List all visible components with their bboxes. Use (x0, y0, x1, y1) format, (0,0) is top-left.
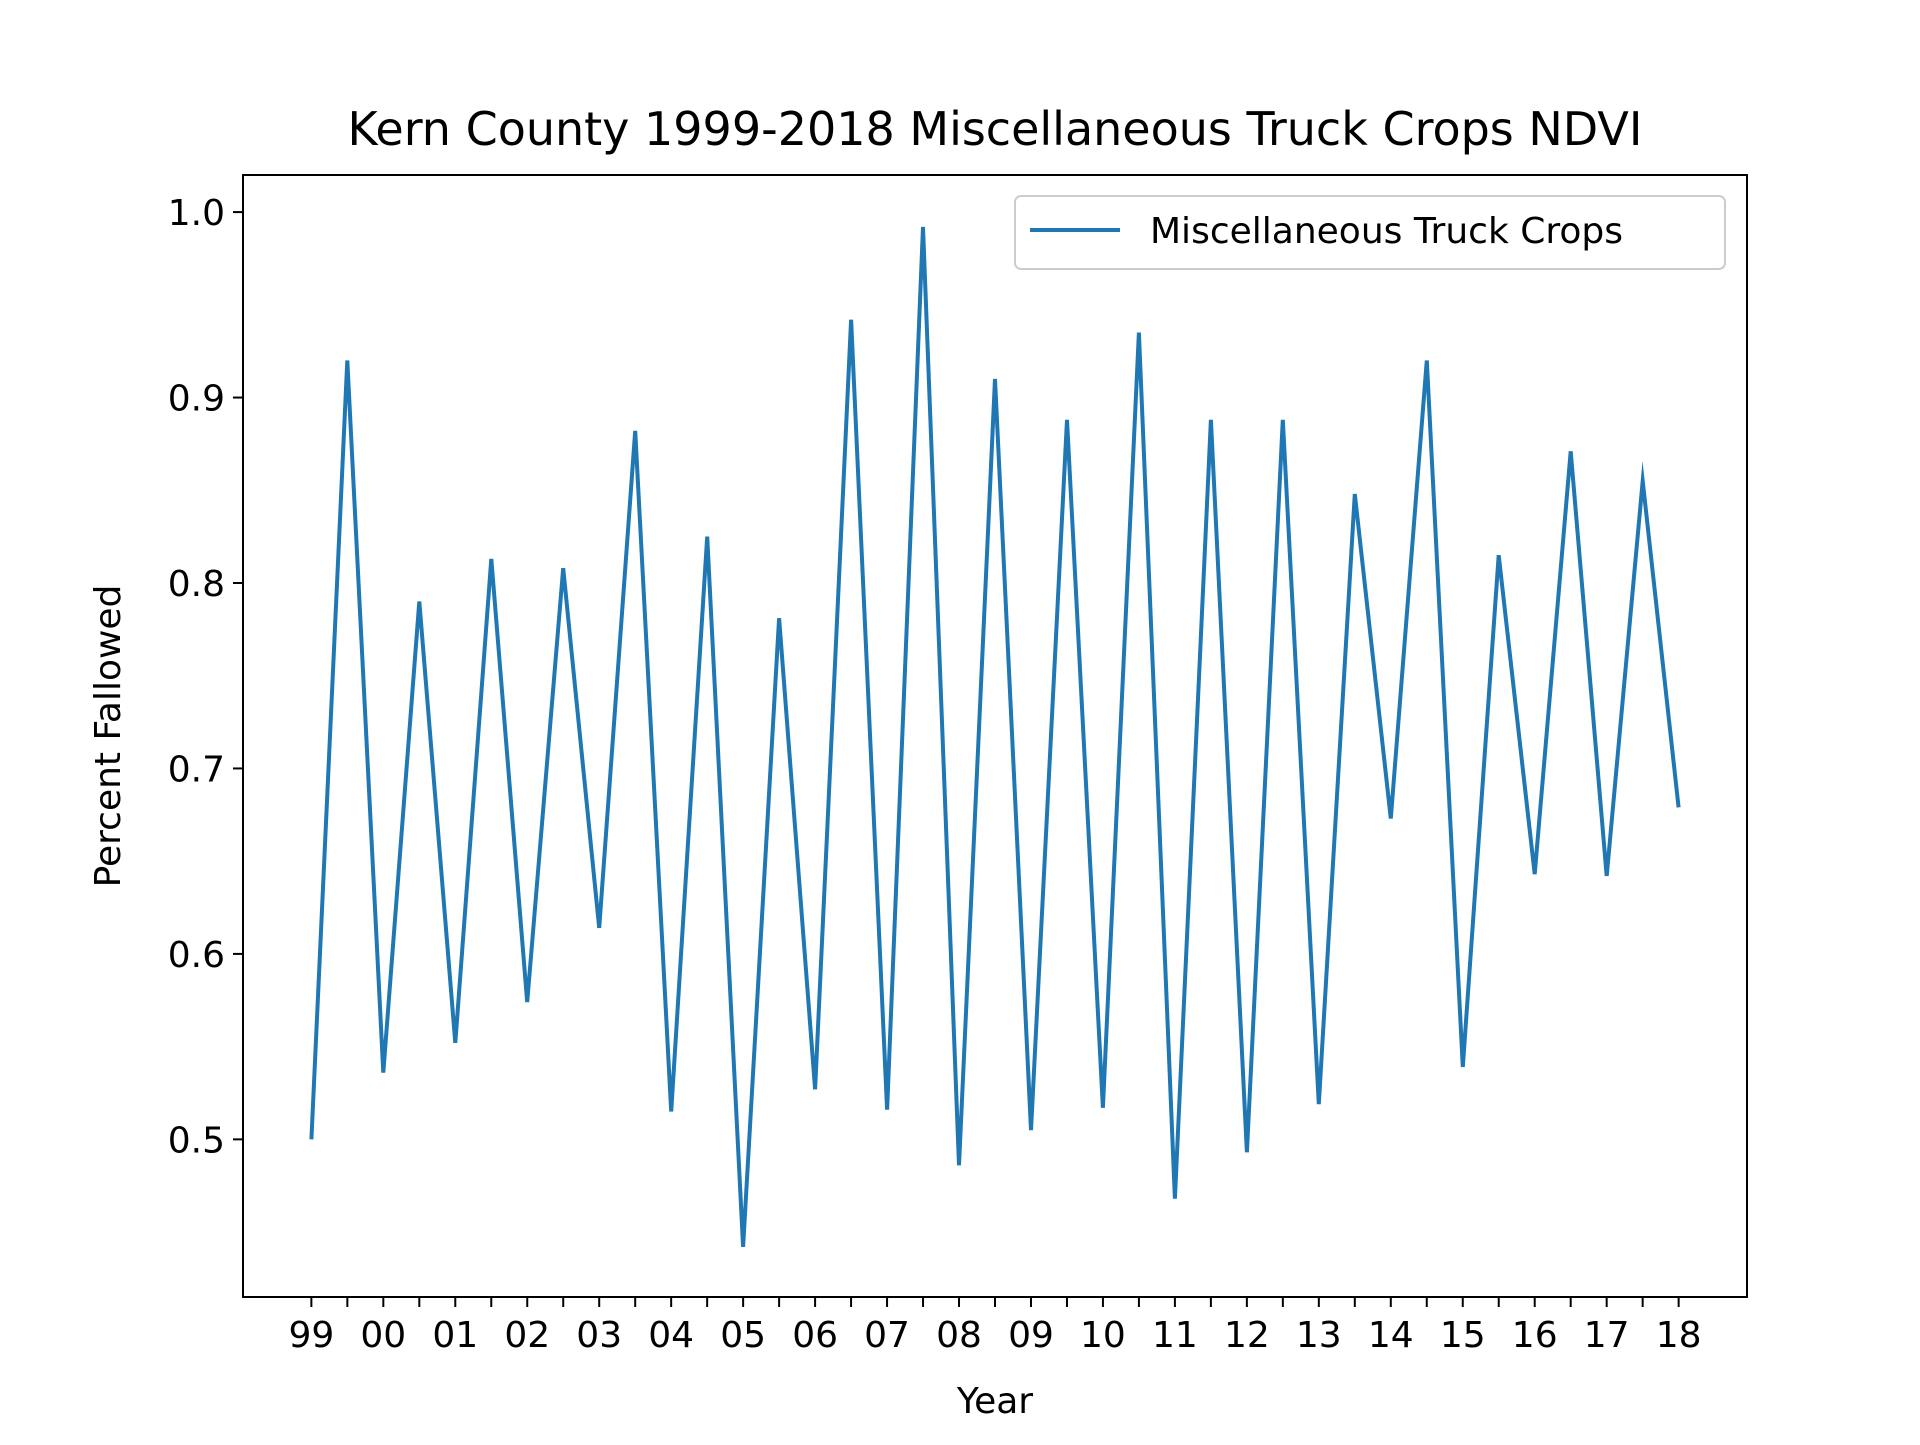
x-tick-label: 12 (1224, 1315, 1270, 1356)
x-tick-label: 18 (1656, 1315, 1702, 1356)
x-tick-label: 02 (504, 1315, 550, 1356)
x-tick-label: 07 (864, 1315, 910, 1356)
x-tick-label: 03 (576, 1315, 622, 1356)
legend: Miscellaneous Truck Crops (1014, 195, 1726, 270)
y-axis-label: Percent Fallowed (88, 585, 129, 888)
x-tick-label: 00 (360, 1315, 406, 1356)
x-tick-label: 08 (936, 1315, 982, 1356)
series-layer (309, 226, 1681, 1248)
x-axis-label: Year (956, 1381, 1033, 1422)
x-tick-label: 13 (1296, 1315, 1342, 1356)
legend-label-miscellaneous-truck-crops: Miscellaneous Truck Crops (1150, 211, 1623, 252)
series-line-miscellaneous-truck-crops (309, 226, 1681, 1248)
x-tick-label: 10 (1080, 1315, 1126, 1356)
legend-box (1014, 195, 1726, 270)
x-tick-label: 16 (1512, 1315, 1558, 1356)
x-tick-label: 09 (1008, 1315, 1054, 1356)
x-tick-label: 05 (720, 1315, 766, 1356)
x-axis-ticks: 99 00 01 02 03 04 05 06 07 08 09 10 11 12 13 14 15 16 17 18 (288, 1297, 1702, 1356)
x-tick-label: 15 (1440, 1315, 1486, 1356)
y-tick-label: 0.6 (168, 935, 225, 976)
y-axis-ticks: 0.5 0.6 0.7 0.8 0.9 1.0 (168, 193, 243, 1161)
y-tick-label: 0.5 (168, 1120, 225, 1161)
chart-title: Kern County 1999-2018 Miscellaneous Truc… (348, 102, 1643, 156)
x-tick-label: 06 (792, 1315, 838, 1356)
y-tick-label: 0.9 (168, 379, 225, 420)
y-tick-label: 1.0 (168, 193, 225, 234)
x-tick-label: 99 (288, 1315, 334, 1356)
y-tick-label: 0.7 (168, 749, 225, 790)
x-tick-label: 01 (432, 1315, 478, 1356)
x-tick-label: 17 (1584, 1315, 1630, 1356)
x-tick-label: 04 (648, 1315, 694, 1356)
plot-area-frame (242, 174, 1748, 1298)
x-tick-label: 14 (1368, 1315, 1414, 1356)
x-tick-label: 11 (1152, 1315, 1198, 1356)
y-tick-label: 0.8 (168, 564, 225, 605)
